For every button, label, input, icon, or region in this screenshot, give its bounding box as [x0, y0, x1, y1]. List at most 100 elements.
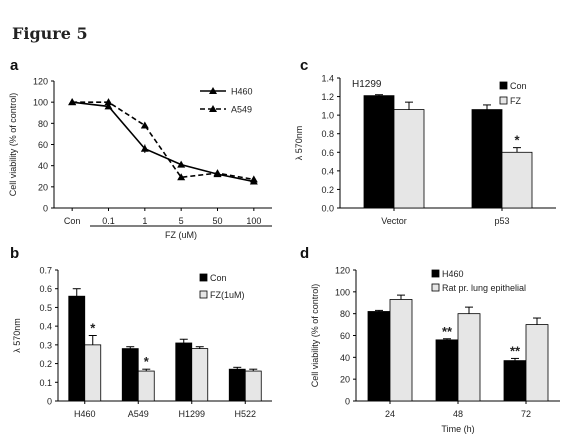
legend-label-c-1: FZ: [510, 96, 521, 106]
bar-b-1-3: [244, 370, 262, 402]
significance-mark-b-0: *: [90, 321, 96, 336]
series-line-a-1: [72, 101, 254, 181]
legend-label-d-1: Rat pr. lung epithelial: [442, 283, 526, 293]
bar-d-0-1: [435, 339, 459, 402]
x-tick-label-a-4: 50: [212, 216, 222, 226]
y-tick-label-c-6: 1.2: [321, 92, 334, 102]
significance-mark-c-0: *: [514, 133, 520, 148]
data-point-a-1-4: [213, 169, 222, 177]
y-tick-label-c-1: 0.2: [321, 185, 334, 195]
significance-mark-d-1: **: [510, 343, 521, 358]
x-tick-label-a-5: 100: [246, 216, 261, 226]
legend-label-b-1: FZ(1uM): [210, 290, 245, 300]
y-tick-label-b-0: 0: [47, 397, 52, 407]
legend-label-c-0: Con: [510, 81, 527, 91]
data-point-a-1-0: [68, 98, 77, 106]
legend-label-a-1: A549: [231, 105, 252, 115]
data-point-a-0-2: [140, 144, 149, 152]
bar-b-0-0: [68, 295, 86, 402]
y-tick-label-b-7: 0.7: [39, 266, 52, 276]
y-axis-label-a: Cell viability (% of control): [8, 93, 18, 197]
legend-swatch-d-0: [431, 269, 440, 278]
bar-b-1-1: [137, 370, 155, 402]
y-tick-label-b-1: 0.1: [39, 378, 52, 388]
x-tick-label-d-0: 24: [385, 409, 395, 419]
y-tick-label-d-2: 40: [340, 353, 350, 363]
y-axis-label-c: λ 570nm: [294, 126, 304, 161]
panel-letter-c: c: [300, 57, 309, 74]
data-point-a-1-3: [177, 173, 186, 181]
y-tick-label-b-2: 0.2: [39, 359, 52, 369]
bar-b-0-2: [175, 342, 193, 402]
bar-d-1-2: [525, 324, 549, 402]
x-tick-label-d-2: 72: [521, 409, 531, 419]
legend-swatch-b-1: [199, 290, 208, 299]
x-tick-label-b-3: H522: [234, 409, 256, 419]
data-point-a-1-5: [249, 175, 258, 183]
x-tick-label-b-2: H1299: [178, 409, 205, 419]
panel-letter-a: a: [10, 57, 19, 74]
legend-swatch-d-1: [431, 283, 440, 292]
bar-d-1-1: [457, 313, 481, 402]
x-tick-label-c-1: p53: [494, 216, 509, 226]
bar-b-1-2: [191, 348, 209, 402]
y-tick-label-d-0: 0: [345, 397, 350, 407]
figure-title: Figure 5: [12, 24, 88, 43]
y-tick-label-a-3: 60: [38, 140, 48, 150]
x-axis-label-d: Time (h): [441, 424, 474, 434]
bar-d-0-0: [367, 311, 391, 402]
x-tick-label-d-1: 48: [453, 409, 463, 419]
y-tick-label-c-4: 0.8: [321, 129, 334, 139]
x-tick-label-c-0: Vector: [381, 216, 407, 226]
y-tick-label-b-6: 0.6: [39, 284, 52, 294]
panel-subtitle-c: H1299: [352, 79, 382, 90]
legend-label-a-0: H460: [231, 87, 253, 97]
bar-b-0-3: [228, 368, 246, 402]
y-tick-label-b-5: 0.5: [39, 303, 52, 313]
x-tick-label-b-1: A549: [128, 409, 149, 419]
data-point-a-0-1: [104, 102, 113, 110]
panel-letter-d: d: [300, 245, 310, 262]
bar-d-0-2: [503, 360, 527, 402]
legend-marker-a-0: [209, 87, 217, 94]
data-point-a-1-1: [104, 98, 113, 106]
x-tick-label-a-2: 1: [142, 216, 147, 226]
legend-label-d-0: H460: [442, 269, 464, 279]
legend-label-b-0: Con: [210, 273, 227, 283]
y-tick-label-c-7: 1.4: [321, 74, 334, 84]
bar-c-1-1: [501, 151, 533, 209]
significance-mark-d-0: **: [442, 324, 453, 339]
bar-c-0-0: [363, 95, 395, 209]
y-tick-label-c-5: 1.0: [321, 111, 334, 121]
y-tick-label-a-1: 20: [38, 182, 48, 192]
y-tick-label-b-4: 0.4: [39, 322, 52, 332]
y-tick-label-a-5: 100: [33, 98, 48, 108]
y-tick-label-d-5: 100: [335, 287, 350, 297]
x-axis-label-a: FZ (uM): [165, 230, 197, 240]
legend-swatch-c-0: [499, 81, 508, 90]
y-axis-label-b: λ 570nm: [12, 318, 22, 353]
y-tick-label-a-2: 40: [38, 161, 48, 171]
y-tick-label-a-0: 0: [43, 204, 48, 214]
y-tick-label-c-0: 0.0: [321, 204, 334, 214]
y-tick-label-d-4: 80: [340, 309, 350, 319]
panel-letter-b: b: [10, 245, 20, 262]
y-tick-label-c-3: 0.6: [321, 148, 334, 158]
x-tick-label-a-0: Con: [64, 216, 81, 226]
bar-c-0-1: [471, 109, 503, 209]
data-point-a-0-3: [177, 160, 186, 168]
y-tick-label-d-3: 60: [340, 331, 350, 341]
bar-c-1-0: [393, 109, 425, 209]
significance-mark-b-1: *: [144, 354, 150, 369]
legend-marker-a-1: [209, 105, 217, 112]
y-tick-label-c-2: 0.4: [321, 166, 334, 176]
bar-b-1-0: [84, 344, 102, 402]
data-point-a-1-2: [140, 121, 149, 129]
y-tick-label-a-4: 80: [38, 119, 48, 129]
y-tick-label-d-1: 20: [340, 375, 350, 385]
bar-b-0-1: [121, 348, 139, 402]
legend-swatch-b-0: [199, 273, 208, 282]
bar-d-1-0: [389, 299, 413, 402]
